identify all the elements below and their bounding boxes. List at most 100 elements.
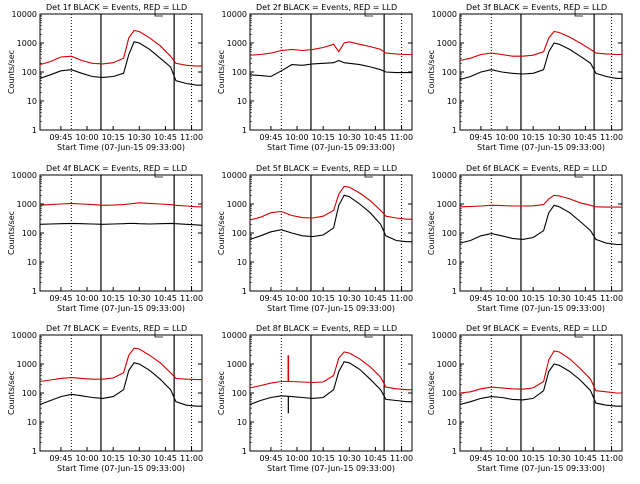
y-axis-label: Counts/sec	[217, 50, 226, 94]
y-tick-label: 100	[232, 68, 247, 77]
y-axis-label: Counts/sec	[427, 50, 436, 94]
panel-title: Det 3f BLACK = Events, RED = LLD	[466, 3, 607, 12]
plot-frame	[249, 174, 413, 292]
y-tick-label: 100	[442, 68, 457, 77]
y-tick-label: 1000	[437, 39, 457, 48]
y-tick-label: 1	[452, 447, 457, 456]
x-tick-label: 10:30	[338, 133, 361, 142]
x-tick-label: 11:00	[180, 133, 203, 142]
y-tick-label: 10000	[222, 10, 247, 19]
y-tick-label: 1	[452, 126, 457, 135]
x-tick-label: 10:45	[364, 294, 387, 303]
y-tick-label: 10	[237, 258, 247, 267]
series-line-lld	[459, 350, 622, 394]
panel-title: Det 5f BLACK = Events, RED = LLD	[256, 164, 397, 173]
y-tick-label: 1000	[227, 39, 247, 48]
y-tick-label: 1000	[437, 360, 457, 369]
x-tick-label: 10:45	[574, 294, 597, 303]
y-tick-label: 100	[442, 229, 457, 238]
legend-mark	[364, 169, 374, 178]
x-axis-label: Start Time (07-Jun-15 09:33:00)	[477, 464, 605, 473]
x-tick-label: 10:30	[128, 294, 151, 303]
x-tick-label: 10:00	[496, 454, 519, 463]
y-tick-label: 100	[232, 389, 247, 398]
y-tick-label: 100	[22, 68, 37, 77]
series-line-lld	[459, 194, 622, 208]
y-tick-label: 1	[242, 447, 247, 456]
y-tick-label: 10	[27, 97, 37, 106]
series-line-events	[249, 361, 412, 406]
x-tick-label: 09:45	[259, 294, 282, 303]
y-tick-label: 10	[237, 418, 247, 427]
x-tick-label: 10:15	[522, 454, 545, 463]
y-tick-label: 10000	[222, 171, 247, 180]
y-tick-label: 10000	[432, 331, 457, 340]
x-tick-label: 10:00	[76, 133, 99, 142]
panel-title: Det 2f BLACK = Events, RED = LLD	[256, 3, 397, 12]
y-tick-label: 10	[447, 418, 457, 427]
x-tick-label: 10:45	[574, 133, 597, 142]
legend-mark	[154, 169, 164, 178]
y-axis-label: Counts/sec	[427, 211, 436, 255]
x-tick-label: 09:45	[469, 454, 492, 463]
x-axis-label: Start Time (07-Jun-15 09:33:00)	[477, 143, 605, 152]
x-axis-label: Start Time (07-Jun-15 09:33:00)	[57, 464, 185, 473]
y-axis-label: Counts/sec	[7, 50, 16, 94]
x-tick-label: 10:30	[338, 454, 361, 463]
x-tick-label: 10:15	[102, 133, 125, 142]
legend-mark	[364, 329, 374, 338]
series-line-lld	[249, 41, 412, 56]
series-line-events	[459, 42, 622, 81]
y-tick-label: 10	[27, 258, 37, 267]
legend-mark	[154, 329, 164, 338]
x-tick-label: 10:00	[76, 454, 99, 463]
series-line-events	[459, 204, 622, 246]
y-axis-label: Counts/sec	[427, 371, 436, 415]
y-tick-label: 10000	[12, 331, 37, 340]
y-tick-label: 10000	[12, 10, 37, 19]
x-tick-label: 10:00	[286, 133, 309, 142]
x-axis-label: Start Time (07-Jun-15 09:33:00)	[267, 143, 395, 152]
y-tick-label: 10000	[432, 10, 457, 19]
x-tick-label: 11:00	[180, 294, 203, 303]
y-tick-label: 1	[452, 287, 457, 296]
legend-mark	[574, 169, 584, 178]
x-tick-label: 11:00	[390, 294, 413, 303]
panel-title: Det 1f BLACK = Events, RED = LLD	[46, 3, 187, 12]
plot-frame	[39, 13, 203, 131]
y-tick-label: 10	[237, 97, 247, 106]
legend-mark	[364, 8, 374, 17]
x-tick-label: 09:45	[469, 294, 492, 303]
x-tick-label: 09:45	[49, 294, 72, 303]
y-tick-label: 1	[32, 447, 37, 456]
y-tick-label: 10	[447, 258, 457, 267]
y-tick-label: 100	[22, 229, 37, 238]
x-tick-label: 10:45	[154, 133, 177, 142]
series-line-lld	[249, 185, 412, 221]
x-tick-label: 10:00	[496, 133, 519, 142]
x-tick-label: 09:45	[259, 133, 282, 142]
y-axis-label: Counts/sec	[217, 211, 226, 255]
x-tick-label: 10:15	[522, 133, 545, 142]
x-tick-label: 11:00	[390, 454, 413, 463]
x-tick-label: 11:00	[390, 133, 413, 142]
panel-title: Det 6f BLACK = Events, RED = LLD	[466, 164, 607, 173]
x-tick-label: 10:45	[574, 454, 597, 463]
x-axis-label: Start Time (07-Jun-15 09:33:00)	[57, 143, 185, 152]
x-tick-label: 10:30	[548, 294, 571, 303]
y-tick-label: 100	[22, 389, 37, 398]
x-tick-label: 10:30	[548, 454, 571, 463]
x-tick-label: 10:15	[312, 294, 335, 303]
y-axis-label: Counts/sec	[217, 371, 226, 415]
plot-frame	[39, 174, 203, 292]
plot-frame	[39, 334, 203, 452]
x-tick-label: 10:00	[286, 294, 309, 303]
legend-mark	[154, 8, 164, 17]
panel-title: Det 9f BLACK = Events, RED = LLD	[466, 324, 607, 333]
y-tick-label: 100	[442, 389, 457, 398]
x-tick-label: 10:15	[312, 454, 335, 463]
x-axis-label: Start Time (07-Jun-15 09:33:00)	[57, 304, 185, 313]
x-tick-label: 10:30	[128, 133, 151, 142]
series-line-events	[39, 362, 202, 407]
